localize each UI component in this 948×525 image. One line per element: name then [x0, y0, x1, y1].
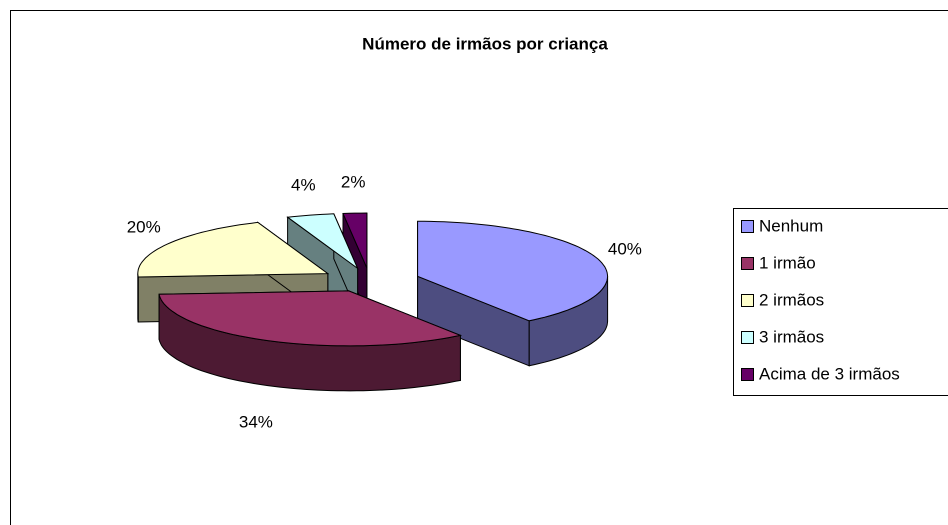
slice — [286, 213, 359, 270]
legend-swatch — [741, 368, 754, 381]
legend-label: Nenhum — [759, 216, 823, 235]
data-label: 34% — [239, 412, 273, 431]
legend-swatch — [741, 257, 754, 270]
legend-swatch — [741, 331, 754, 344]
legend-label: Acima de 3 irmãos — [759, 364, 900, 383]
legend-label: 2 irmãos — [759, 290, 824, 309]
slice — [417, 220, 609, 322]
legend-label: 3 irmãos — [759, 327, 824, 346]
legend-swatch — [741, 294, 754, 307]
data-label: 2% — [341, 173, 366, 192]
legend-label: 1 irmão — [759, 253, 816, 272]
slice — [158, 290, 463, 347]
slice — [137, 221, 330, 278]
data-label: 40% — [608, 240, 642, 259]
chart-title: Número de irmãos por criança — [362, 34, 608, 53]
slice — [342, 212, 368, 269]
legend-box — [733, 208, 948, 396]
legend-swatch — [741, 220, 754, 233]
data-label: 20% — [127, 218, 161, 237]
data-label: 4% — [291, 176, 316, 195]
